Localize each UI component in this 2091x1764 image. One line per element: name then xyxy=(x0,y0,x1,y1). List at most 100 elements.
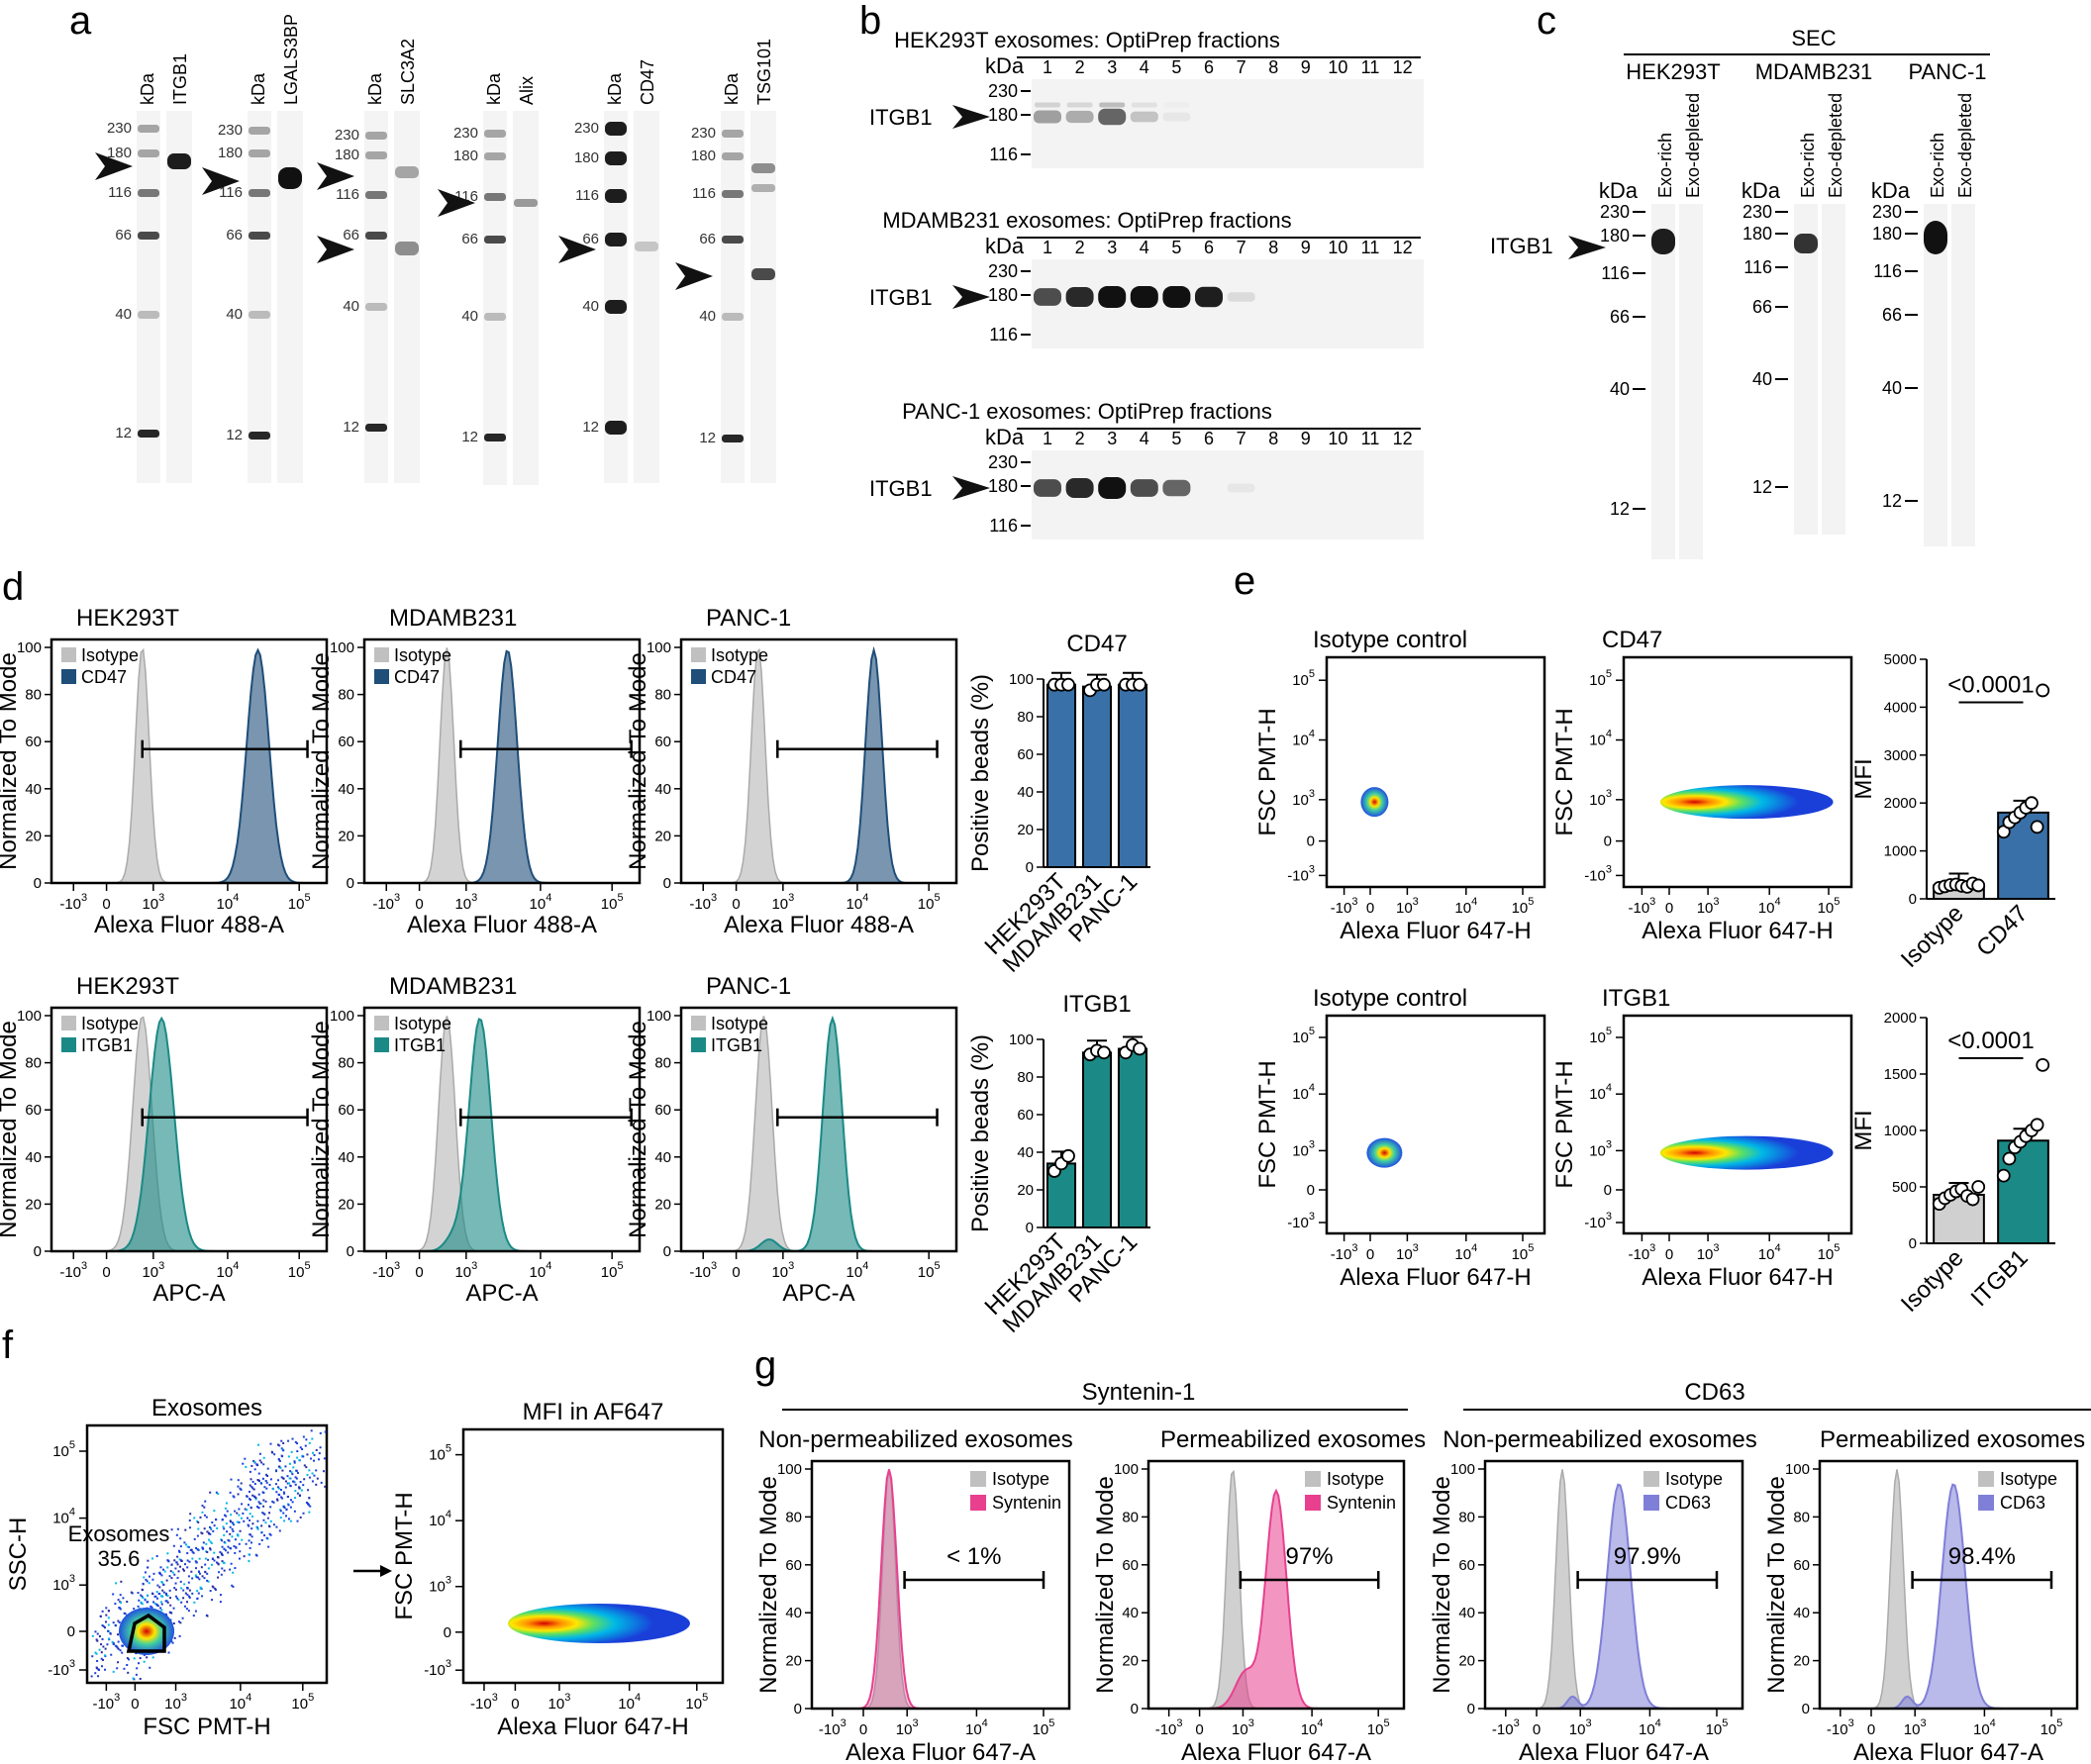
x-tick-label: 0 xyxy=(1366,1246,1374,1263)
y-tick-label: 0 xyxy=(1604,833,1612,850)
data-point xyxy=(1996,1168,2011,1183)
y-tick-label: 0 xyxy=(663,1243,671,1260)
ladder-band xyxy=(138,232,159,240)
x-tick-label: -103 xyxy=(1628,896,1655,917)
marker-label: 66 xyxy=(1752,297,1772,317)
legend-marker: CD63 xyxy=(1665,1493,1711,1513)
itgb1-band xyxy=(1195,286,1223,308)
ladder-band xyxy=(138,430,159,438)
x-tick-label: 103 xyxy=(1396,1242,1419,1263)
ladder-band xyxy=(722,313,744,321)
panel-label-f: f xyxy=(2,1323,14,1367)
x-axis-label: Alexa Fluor 647-H xyxy=(1642,1264,1833,1291)
fraction-label: 8 xyxy=(1268,429,1278,448)
x-tick-label: 104 xyxy=(217,1260,240,1281)
data-point xyxy=(2036,683,2050,698)
y-tick-label: 60 xyxy=(1458,1557,1475,1574)
arrowhead-icon xyxy=(317,236,354,263)
itgb1-band-upper xyxy=(1035,102,1060,108)
blot-a-2: 230 180 116 66 40 12 kDa LGALS3BP xyxy=(202,14,303,483)
histogram-g-2: Permeabilized exosomes 97% Isotype Syntenin… xyxy=(1092,1426,1426,1764)
x-tick-label: 104 xyxy=(217,892,240,913)
arrowhead-icon xyxy=(952,105,990,129)
y-tick-label: 0 xyxy=(794,1701,802,1717)
fraction-label: 7 xyxy=(1237,238,1246,257)
fraction-label: 4 xyxy=(1140,57,1149,77)
blot-b-2: MDAMB231 exosomes: OptiPrep fractionskDa… xyxy=(869,208,1424,348)
kda-label: kDa xyxy=(605,72,625,105)
exosome-gate xyxy=(126,1613,166,1653)
bar-y-tick: 1000 xyxy=(1884,1123,1917,1139)
density-cluster xyxy=(1659,785,1834,820)
x-tick-label: 103 xyxy=(1232,1717,1254,1738)
target-label: ITGB1 xyxy=(1490,234,1553,258)
itgb1-band-upper xyxy=(1163,103,1189,108)
bar-chart-title: ITGB1 xyxy=(1062,991,1131,1018)
ladder-label: 40 xyxy=(461,308,478,325)
ladder-band xyxy=(484,313,506,321)
bar-y-tick: 2000 xyxy=(1884,1010,1917,1027)
y-tick-label: 80 xyxy=(338,1055,354,1072)
ladder-label: 40 xyxy=(582,298,599,315)
bar-y-tick: 1500 xyxy=(1884,1066,1917,1083)
legend-marker: Syntenin xyxy=(1327,1493,1396,1513)
target-label: ITGB1 xyxy=(869,476,933,501)
y-tick-label: 80 xyxy=(1458,1509,1475,1525)
bar-y-tick: 2000 xyxy=(1884,795,1917,812)
x-axis-label: Alexa Fluor 647-H xyxy=(1340,918,1531,944)
kda-label: kDa xyxy=(249,72,268,105)
target-label: ITGB1 xyxy=(869,285,933,310)
y-tick-label: 105 xyxy=(429,1443,451,1464)
ladder-label: 116 xyxy=(219,184,243,201)
target-label: TSG101 xyxy=(754,39,774,105)
marker-label: 12 xyxy=(1882,491,1902,511)
ladder-band xyxy=(249,149,270,157)
gate-percent: 97% xyxy=(1286,1543,1334,1570)
marker-label: 230 xyxy=(1600,202,1630,222)
y-tick-label: 0 xyxy=(347,1243,354,1260)
y-tick-label: 104 xyxy=(429,1509,451,1529)
gate-percent: 97.9% xyxy=(1614,1543,1681,1570)
ladder-label: 12 xyxy=(582,419,599,436)
y-tick-label: 40 xyxy=(1458,1605,1475,1621)
target-band xyxy=(751,163,775,173)
x-tick-label: 104 xyxy=(1973,1717,1996,1738)
y-tick-label: 60 xyxy=(338,1102,354,1119)
bar-hek293t xyxy=(1046,683,1077,869)
marker-label: 40 xyxy=(1882,378,1902,398)
x-tick-label: -103 xyxy=(689,1260,717,1281)
legend-marker: Syntenin xyxy=(992,1493,1061,1513)
arrowhead-icon xyxy=(675,262,713,290)
bar-y-tick: 500 xyxy=(1892,1179,1917,1196)
itgb1-band xyxy=(1794,234,1818,253)
bar-category-label: CD47 xyxy=(1971,900,2033,961)
y-tick-label: 0 xyxy=(663,875,671,892)
y-tick-label: 0 xyxy=(1604,1182,1612,1199)
itgb1-band xyxy=(1162,479,1191,497)
marker-label: 40 xyxy=(1752,369,1772,389)
fraction-label: 2 xyxy=(1075,57,1085,77)
x-tick-label: -103 xyxy=(470,1692,498,1713)
density-cluster xyxy=(1366,1137,1403,1168)
y-axis-label: FSC PMT-H xyxy=(1254,708,1281,835)
marker-label: 230 xyxy=(1742,202,1772,222)
histogram-title: MDAMB231 xyxy=(389,605,517,632)
ladder-label: 116 xyxy=(336,186,359,203)
y-tick-label: 40 xyxy=(25,1149,42,1166)
blot-a-1: 230 180 116 66 40 12 kDa ITGB1 xyxy=(95,53,192,483)
ladder-band xyxy=(365,424,387,432)
ladder-band xyxy=(722,130,744,138)
arrow-icon xyxy=(380,1565,392,1577)
y-tick-label: 60 xyxy=(338,734,354,750)
fraction-label: 8 xyxy=(1268,238,1278,257)
itgb1-band xyxy=(1098,286,1127,308)
group-label-cd63: CD63 xyxy=(1684,1379,1744,1406)
ladder-label: 66 xyxy=(582,231,599,247)
fraction-label: 10 xyxy=(1328,238,1347,257)
y-tick-label: 0 xyxy=(34,875,42,892)
legend-isotype: Isotype xyxy=(711,1014,768,1033)
kda-label: kDa xyxy=(365,72,385,105)
y-tick-label: 20 xyxy=(654,1196,671,1213)
